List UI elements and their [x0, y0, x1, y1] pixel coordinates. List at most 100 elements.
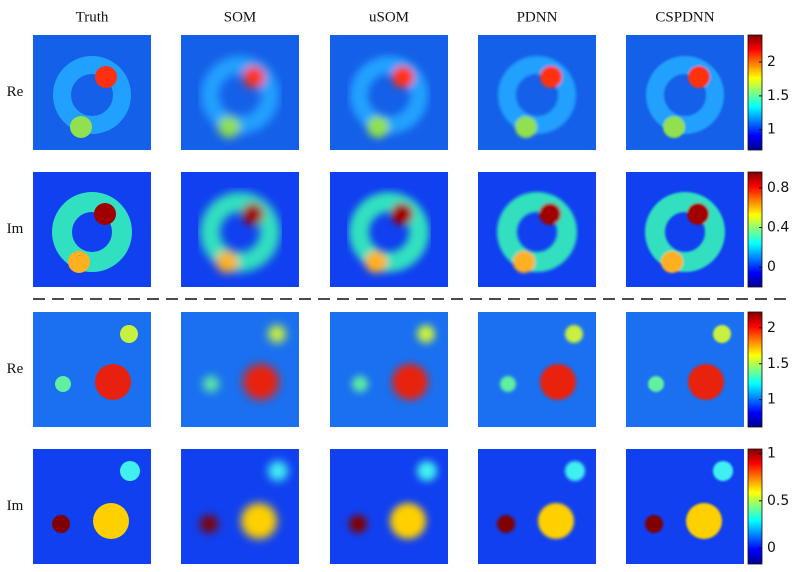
image-panel — [181, 172, 299, 287]
image-panel — [330, 449, 448, 564]
panel-content — [648, 325, 731, 400]
panel-content — [349, 192, 429, 273]
column-title: Truth — [76, 9, 109, 25]
blob — [515, 116, 537, 138]
blob — [218, 116, 240, 138]
blob — [417, 461, 437, 481]
image-panel — [181, 35, 299, 150]
blob — [52, 515, 70, 533]
panel-content — [645, 192, 725, 273]
blob — [241, 503, 277, 539]
column-title: uSOM — [369, 9, 409, 25]
image-panel — [33, 449, 151, 564]
blob — [663, 116, 685, 138]
image-panel — [478, 312, 596, 427]
blob — [216, 251, 238, 273]
blob — [497, 515, 515, 533]
column-title: CSPDNN — [655, 9, 714, 25]
blob — [93, 503, 129, 539]
image-panel — [626, 449, 744, 564]
ring — [498, 56, 576, 134]
blob — [68, 251, 90, 273]
image-panel — [626, 172, 744, 287]
image-panel — [33, 312, 151, 427]
panel-content — [350, 56, 428, 138]
image-panel — [33, 172, 151, 287]
ring — [53, 56, 131, 134]
ring — [349, 192, 429, 272]
panel-content — [203, 325, 286, 400]
panel-content — [52, 192, 132, 273]
panel-content — [645, 461, 733, 539]
panel-content — [497, 192, 577, 273]
image-panel — [626, 312, 744, 427]
ring — [201, 56, 279, 134]
panel-content — [55, 325, 138, 400]
image-panel — [181, 449, 299, 564]
blob — [391, 203, 413, 225]
blob — [367, 116, 389, 138]
ring — [350, 56, 428, 134]
blob — [417, 325, 435, 343]
ring — [645, 192, 725, 272]
colorbar-tick-label: 0.4 — [767, 220, 789, 236]
ring — [52, 192, 132, 272]
blob — [392, 66, 414, 88]
colorbar-tick-label: 0 — [767, 259, 776, 275]
blob — [349, 515, 367, 533]
image-panel — [330, 172, 448, 287]
blob — [95, 364, 131, 400]
blob — [243, 364, 279, 400]
colorbar — [747, 448, 763, 565]
blob — [538, 503, 574, 539]
panel-content — [646, 56, 724, 138]
ring — [200, 192, 280, 272]
panel-content — [500, 325, 583, 400]
blob — [392, 364, 428, 400]
colorbar — [747, 34, 763, 151]
panel-content — [53, 56, 131, 138]
panel-content — [498, 56, 576, 138]
colorbar-tick-label: 1.5 — [767, 356, 789, 372]
blob — [352, 376, 368, 392]
row-label: Im — [7, 498, 24, 514]
blob — [95, 66, 117, 88]
blob — [513, 251, 535, 273]
image-panel — [478, 449, 596, 564]
row-label: Im — [7, 221, 24, 237]
blob — [243, 66, 265, 88]
blob — [500, 376, 516, 392]
blob — [688, 66, 710, 88]
column-title: PDNN — [517, 9, 558, 25]
colorbar-tick-label: 0 — [767, 540, 776, 556]
colorbar-tick-label: 0.5 — [767, 493, 789, 509]
blob — [268, 461, 288, 481]
blob — [713, 461, 733, 481]
blob — [713, 325, 731, 343]
ring — [497, 192, 577, 272]
blob — [120, 461, 140, 481]
panel-content — [200, 192, 280, 273]
row-label: Re — [7, 84, 24, 100]
panel-content — [497, 461, 585, 539]
blob — [390, 503, 426, 539]
blob — [539, 203, 561, 225]
blob — [686, 503, 722, 539]
row-label: Re — [7, 361, 24, 377]
blob — [645, 515, 663, 533]
blob — [70, 116, 92, 138]
blob — [94, 203, 116, 225]
colorbar-tick-label: 1.5 — [767, 88, 789, 104]
panel-content — [349, 461, 437, 539]
blob — [661, 251, 683, 273]
colorbar-tick-label: 2 — [767, 320, 776, 336]
blob — [687, 203, 709, 225]
column-title: SOM — [224, 9, 257, 25]
image-panel — [33, 35, 151, 150]
colorbar — [747, 171, 763, 288]
colorbar-tick-label: 0.8 — [767, 180, 789, 196]
blob — [688, 364, 724, 400]
colorbar-tick-label: 1 — [767, 392, 776, 408]
panel-content — [200, 461, 288, 539]
